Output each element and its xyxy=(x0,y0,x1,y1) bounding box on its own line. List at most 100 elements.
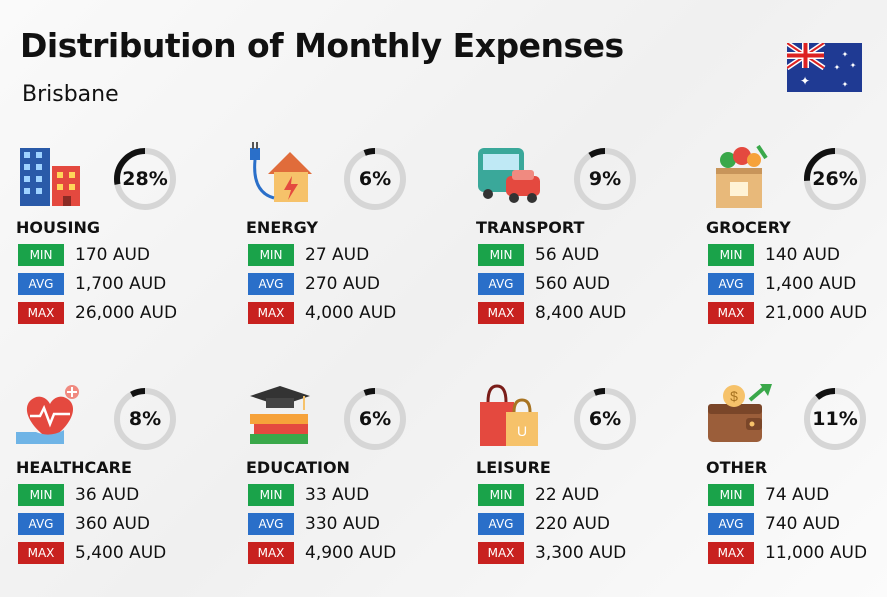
max-badge: MAX xyxy=(18,542,64,564)
wallet-coin-icon: $ xyxy=(708,384,772,442)
percent-ring xyxy=(344,148,406,210)
max-row: MAX 21,000 AUD xyxy=(708,302,887,324)
min-badge: MIN xyxy=(478,484,524,506)
percent-ring xyxy=(804,148,866,210)
svg-text:$: $ xyxy=(730,388,738,404)
percent-label: 6% xyxy=(358,408,392,430)
avg-badge: AVG xyxy=(18,273,64,295)
avg-value: 1,700 AUD xyxy=(75,274,167,294)
avg-row: AVG 560 AUD xyxy=(478,273,678,295)
avg-value: 560 AUD xyxy=(535,274,611,294)
apartment-buildings-icon xyxy=(20,148,80,206)
page-title: Distribution of Monthly Expenses xyxy=(20,26,624,65)
category-card-energy: 6% ENERGY MIN 27 AUD AVG 270 AUD MAX 4,0… xyxy=(246,142,446,332)
svg-text:U: U xyxy=(517,423,527,439)
max-badge: MAX xyxy=(478,302,524,324)
category-card-healthcare: 8% HEALTHCARE MIN 36 AUD AVG 360 AUD MAX… xyxy=(16,382,216,572)
percent-label: 8% xyxy=(128,408,162,430)
category-card-leisure: U 6% LEISURE MIN 22 AUD AVG 220 AUD MAX … xyxy=(476,382,676,572)
percent-label: 6% xyxy=(588,408,622,430)
avg-badge: AVG xyxy=(708,513,754,535)
avg-badge: AVG xyxy=(248,273,294,295)
min-badge: MIN xyxy=(248,244,294,266)
max-row: MAX 5,400 AUD xyxy=(18,542,218,564)
percent-ring xyxy=(114,148,176,210)
category-card-transport: 9% TRANSPORT MIN 56 AUD AVG 560 AUD MAX … xyxy=(476,142,676,332)
max-value: 21,000 AUD xyxy=(765,303,868,323)
percent-ring xyxy=(804,388,866,450)
shopping-bags-icon: U xyxy=(480,384,538,446)
max-badge: MAX xyxy=(248,302,294,324)
max-row: MAX 8,400 AUD xyxy=(478,302,678,324)
ring-fill xyxy=(574,388,636,450)
avg-row: AVG 740 AUD xyxy=(708,513,887,535)
avg-value: 220 AUD xyxy=(535,514,611,534)
ring-fill xyxy=(344,148,406,210)
books-graduation-cap-icon xyxy=(250,386,310,444)
max-badge: MAX xyxy=(18,302,64,324)
min-badge: MIN xyxy=(18,244,64,266)
min-badge: MIN xyxy=(708,484,754,506)
avg-row: AVG 360 AUD xyxy=(18,513,218,535)
min-row: MIN 170 AUD xyxy=(18,244,218,266)
percent-ring xyxy=(574,388,636,450)
percent-label: 28% xyxy=(122,168,168,190)
max-value: 5,400 AUD xyxy=(75,543,167,563)
percent-label: 9% xyxy=(588,168,622,190)
max-badge: MAX xyxy=(478,542,524,564)
avg-badge: AVG xyxy=(478,513,524,535)
percent-ring xyxy=(114,388,176,450)
ring-fill xyxy=(114,148,176,210)
min-row: MIN 74 AUD xyxy=(708,484,887,506)
svg-text:✦: ✦ xyxy=(842,50,849,59)
avg-badge: AVG xyxy=(248,513,294,535)
min-row: MIN 36 AUD xyxy=(18,484,218,506)
avg-value: 270 AUD xyxy=(305,274,381,294)
min-value: 36 AUD xyxy=(75,485,140,505)
avg-badge: AVG xyxy=(708,273,754,295)
max-value: 4,900 AUD xyxy=(305,543,397,563)
avg-row: AVG 1,700 AUD xyxy=(18,273,218,295)
max-badge: MAX xyxy=(708,542,754,564)
page-subtitle: Brisbane xyxy=(22,82,119,107)
category-name: ENERGY xyxy=(246,218,318,237)
percent-label: 11% xyxy=(812,408,858,430)
min-value: 27 AUD xyxy=(305,245,370,265)
min-badge: MIN xyxy=(478,244,524,266)
min-row: MIN 27 AUD xyxy=(248,244,448,266)
max-value: 26,000 AUD xyxy=(75,303,178,323)
max-value: 8,400 AUD xyxy=(535,303,627,323)
avg-value: 330 AUD xyxy=(305,514,381,534)
category-name: TRANSPORT xyxy=(476,218,585,237)
min-badge: MIN xyxy=(708,244,754,266)
category-name: OTHER xyxy=(706,458,768,477)
category-name: HOUSING xyxy=(16,218,100,237)
min-row: MIN 140 AUD xyxy=(708,244,887,266)
svg-text:✦: ✦ xyxy=(850,61,857,70)
min-badge: MIN xyxy=(18,484,64,506)
max-value: 3,300 AUD xyxy=(535,543,627,563)
svg-text:✦: ✦ xyxy=(800,74,810,88)
max-row: MAX 11,000 AUD xyxy=(708,542,887,564)
house-plug-energy-icon xyxy=(250,142,312,202)
min-value: 22 AUD xyxy=(535,485,600,505)
min-row: MIN 22 AUD xyxy=(478,484,678,506)
avg-value: 740 AUD xyxy=(765,514,841,534)
avg-row: AVG 330 AUD xyxy=(248,513,448,535)
category-name: LEISURE xyxy=(476,458,551,477)
max-badge: MAX xyxy=(708,302,754,324)
grocery-bag-icon xyxy=(716,144,768,208)
min-value: 140 AUD xyxy=(765,245,841,265)
min-value: 33 AUD xyxy=(305,485,370,505)
category-card-grocery: 26% GROCERY MIN 140 AUD AVG 1,400 AUD MA… xyxy=(706,142,887,332)
max-row: MAX 4,900 AUD xyxy=(248,542,448,564)
avg-value: 360 AUD xyxy=(75,514,151,534)
min-badge: MIN xyxy=(248,484,294,506)
ring-fill xyxy=(114,388,176,450)
avg-value: 1,400 AUD xyxy=(765,274,857,294)
min-row: MIN 33 AUD xyxy=(248,484,448,506)
avg-row: AVG 270 AUD xyxy=(248,273,448,295)
min-value: 56 AUD xyxy=(535,245,600,265)
avg-badge: AVG xyxy=(478,273,524,295)
ring-fill xyxy=(804,388,866,450)
